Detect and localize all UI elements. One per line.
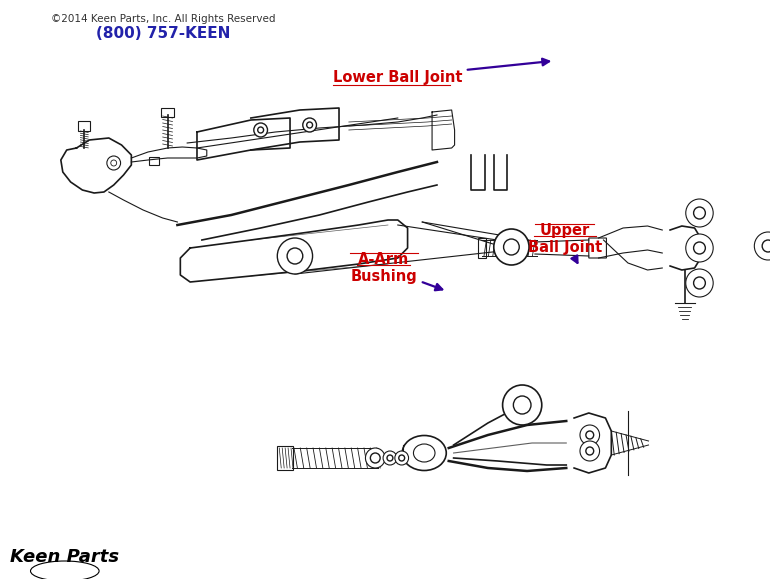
Text: Keen Parts: Keen Parts [10,548,119,566]
Circle shape [514,396,531,414]
Text: (800) 757-KEEN: (800) 757-KEEN [95,25,230,41]
Circle shape [366,448,385,468]
Circle shape [586,447,594,455]
Circle shape [686,269,713,297]
Circle shape [258,127,263,133]
Circle shape [370,453,380,463]
FancyBboxPatch shape [79,121,90,131]
Circle shape [395,451,409,465]
FancyBboxPatch shape [161,108,175,117]
Circle shape [694,277,705,289]
Circle shape [586,431,594,439]
Circle shape [306,122,313,128]
Circle shape [694,207,705,219]
Circle shape [694,242,705,254]
Circle shape [111,160,117,166]
FancyBboxPatch shape [478,238,486,258]
Circle shape [494,229,529,265]
Circle shape [580,425,600,445]
Text: Lower Ball Joint: Lower Ball Joint [333,58,549,85]
Text: A-Arm
Bushing: A-Arm Bushing [350,252,442,290]
FancyBboxPatch shape [589,238,607,258]
Ellipse shape [413,444,435,462]
Circle shape [762,240,770,252]
Circle shape [504,239,519,255]
Circle shape [755,232,770,260]
Circle shape [303,118,316,132]
FancyBboxPatch shape [277,446,293,470]
Circle shape [503,385,542,425]
Circle shape [287,248,303,264]
Circle shape [107,156,121,170]
Circle shape [580,441,600,461]
Circle shape [686,199,713,227]
FancyBboxPatch shape [149,157,159,165]
Circle shape [277,238,313,274]
Ellipse shape [31,561,99,579]
Circle shape [383,451,397,465]
Circle shape [686,234,713,262]
Text: ©2014 Keen Parts, Inc. All Rights Reserved: ©2014 Keen Parts, Inc. All Rights Reserv… [51,13,275,24]
Circle shape [387,455,393,461]
Text: Upper
Ball Joint: Upper Ball Joint [527,223,602,263]
Circle shape [254,123,267,137]
Circle shape [399,455,405,461]
Ellipse shape [402,435,447,471]
